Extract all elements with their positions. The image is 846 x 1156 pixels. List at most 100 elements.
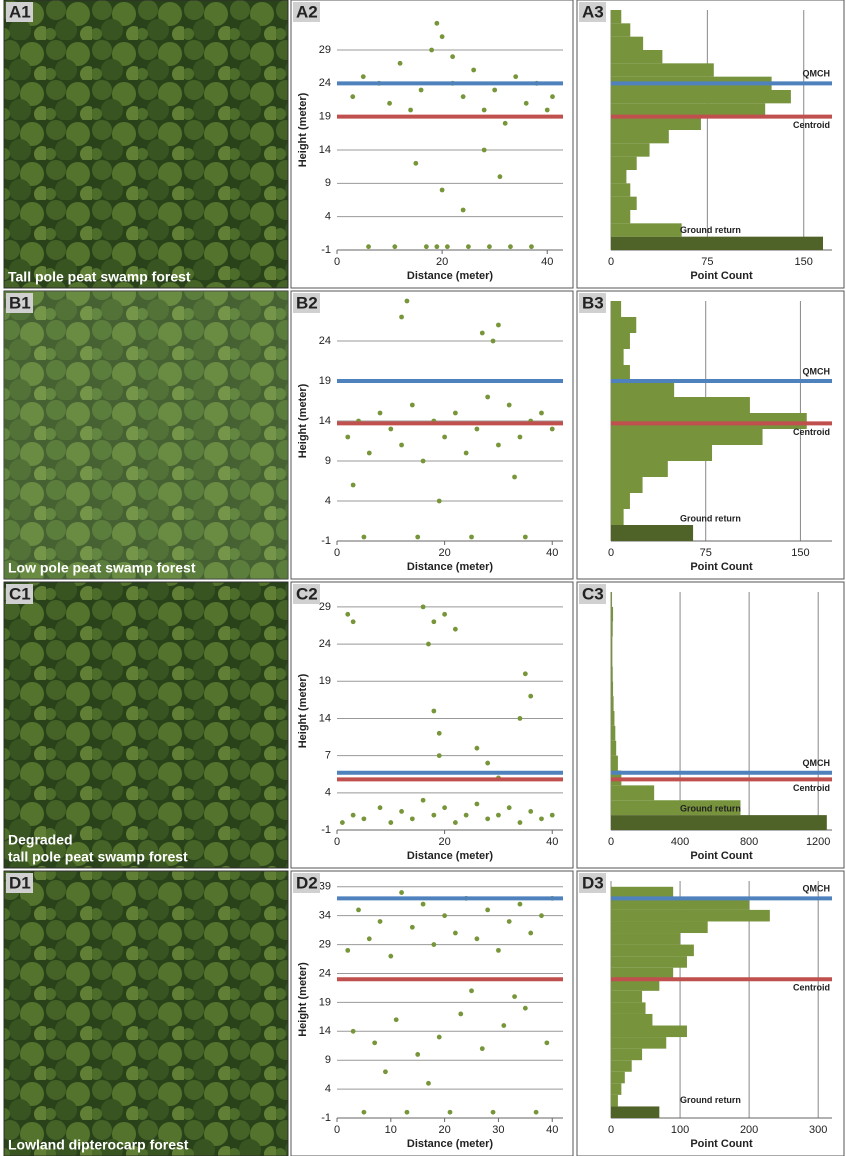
bar [611, 143, 650, 156]
point [466, 244, 471, 249]
point [461, 208, 466, 213]
point [458, 1012, 463, 1017]
y-tick-label: -1 [321, 1112, 331, 1124]
photo-caption: Low pole peat swamp forest [8, 560, 196, 576]
point [399, 443, 404, 448]
panel-label: A1 [9, 2, 31, 21]
x-tick-label: 1200 [806, 836, 830, 848]
point [437, 753, 442, 758]
y-tick-label: 14 [319, 1025, 331, 1037]
point [512, 475, 517, 480]
point [529, 244, 534, 249]
y-tick-label: -1 [321, 244, 331, 256]
x-tick-label: 400 [671, 836, 689, 848]
x-tick-label: 300 [809, 1124, 827, 1136]
y-tick-label: 19 [319, 111, 331, 123]
point [398, 61, 403, 66]
point [518, 820, 523, 825]
bar [611, 815, 827, 830]
x-tick-label: 40 [546, 1124, 558, 1136]
bar [611, 210, 630, 223]
panel-label: D2 [296, 873, 318, 892]
x-tick-label: 40 [546, 836, 558, 848]
point [440, 188, 445, 193]
panel-label: C3 [582, 584, 604, 603]
annotation: Ground return [680, 804, 741, 814]
y-tick-label: 19 [319, 375, 331, 387]
bar [611, 223, 682, 236]
bar [611, 592, 612, 607]
point [498, 174, 503, 179]
point [485, 816, 490, 821]
bar [611, 1095, 618, 1107]
point [475, 802, 480, 807]
point [442, 612, 447, 617]
panel-label: C1 [9, 584, 31, 603]
bar [611, 461, 668, 477]
point [475, 936, 480, 941]
figure: A1Tall pole peat swamp forestB1Low pole … [0, 0, 846, 1156]
bar [611, 157, 637, 170]
bar [611, 37, 643, 50]
point [469, 988, 474, 993]
x-tick-label: 40 [541, 256, 553, 268]
point [362, 535, 367, 540]
point [512, 994, 517, 999]
bar [611, 493, 630, 509]
x-tick-label: 800 [740, 836, 758, 848]
y-tick-label: 29 [319, 601, 331, 613]
point [544, 1040, 549, 1045]
point [387, 101, 392, 106]
point [356, 908, 361, 913]
panel-frame [291, 291, 573, 579]
point [410, 403, 415, 408]
point [524, 101, 529, 106]
bar [611, 429, 763, 445]
point [475, 746, 480, 751]
point [450, 54, 455, 59]
point [496, 443, 501, 448]
bar [611, 933, 680, 945]
point [399, 890, 404, 895]
y-tick-label: 29 [319, 44, 331, 56]
bar [611, 1072, 625, 1084]
point [345, 435, 350, 440]
y-tick-label: -1 [321, 535, 331, 547]
bar [611, 170, 626, 183]
point [491, 1110, 496, 1115]
point [351, 1029, 356, 1034]
bar [611, 23, 630, 36]
point [437, 731, 442, 736]
y-tick-label: 24 [319, 77, 331, 89]
bar [611, 63, 714, 76]
point [434, 244, 439, 249]
point [501, 1023, 506, 1028]
point [513, 74, 518, 79]
bar [611, 197, 637, 210]
panel-label: B3 [582, 293, 604, 312]
reference-line-label: Centroid [793, 783, 830, 793]
y-tick-label: 4 [325, 211, 331, 223]
y-tick-label: 24 [319, 335, 331, 347]
point [545, 108, 550, 113]
point [366, 244, 371, 249]
point [350, 94, 355, 99]
reference-line-label: Centroid [793, 983, 830, 993]
x-axis-title: Distance (meter) [407, 561, 494, 573]
reference-line-label: QMCH [803, 366, 831, 376]
point [413, 161, 418, 166]
bar [611, 726, 615, 741]
bar [611, 666, 613, 681]
photo-caption: tall pole peat swamp forest [8, 849, 188, 865]
bar [611, 681, 613, 696]
point [496, 323, 501, 328]
point [496, 948, 501, 953]
point [523, 535, 528, 540]
x-axis-title: Point Count [690, 850, 753, 862]
photo-shade [4, 582, 288, 868]
x-tick-label: 20 [438, 1124, 450, 1136]
point [383, 1069, 388, 1074]
photo-shade [4, 0, 288, 288]
point [508, 244, 513, 249]
point [361, 74, 366, 79]
